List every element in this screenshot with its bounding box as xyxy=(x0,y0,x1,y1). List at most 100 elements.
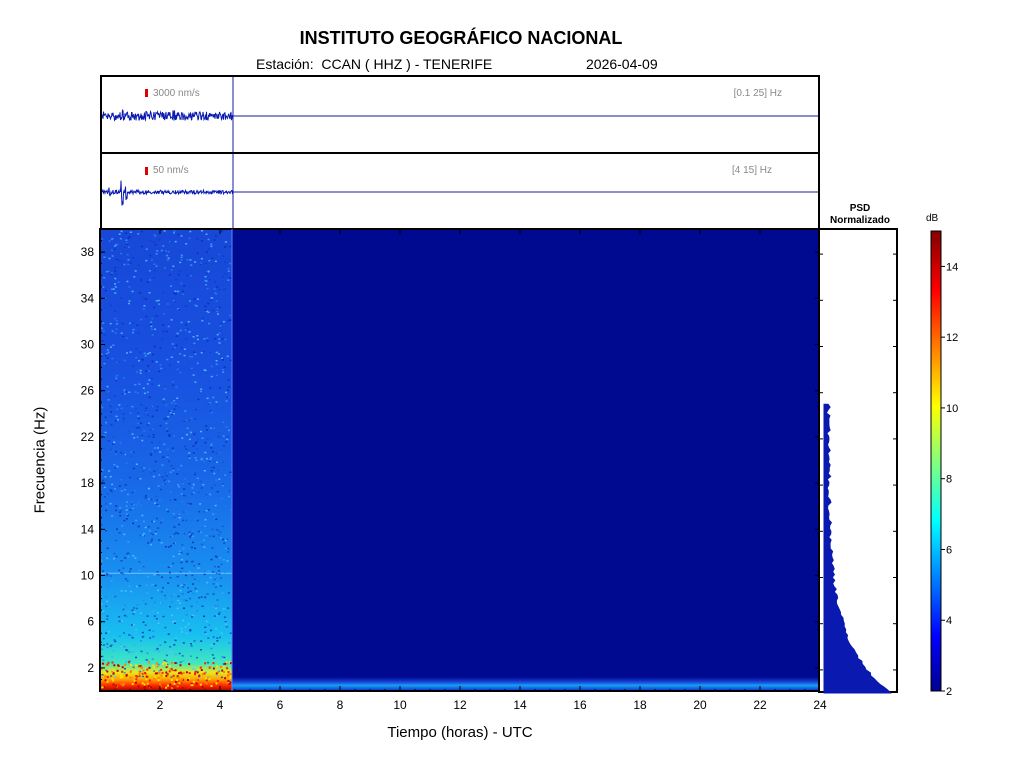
noise-pixel xyxy=(111,288,114,290)
noise-pixel xyxy=(173,230,176,232)
noise-pixel xyxy=(220,537,222,539)
noise-pixel xyxy=(126,352,128,354)
noise-pixel xyxy=(204,451,207,454)
noise-pixel xyxy=(169,646,172,648)
noise-pixel xyxy=(207,637,210,639)
noise-pixel xyxy=(131,501,134,503)
noise-pixel xyxy=(203,332,206,335)
noise-pixel xyxy=(147,526,150,528)
noise-pixel xyxy=(177,513,180,516)
noise-pixel xyxy=(127,237,130,239)
noise-pixel xyxy=(193,578,196,580)
noise-pixel xyxy=(195,682,198,685)
noise-pixel xyxy=(122,420,125,423)
noise-pixel xyxy=(228,237,231,239)
noise-pixel xyxy=(185,680,188,683)
noise-pixel xyxy=(157,622,160,624)
noise-pixel xyxy=(152,436,155,438)
noise-pixel xyxy=(221,656,224,658)
noise-pixel xyxy=(141,631,144,634)
noise-pixel xyxy=(106,646,109,649)
noise-pixel xyxy=(227,379,230,381)
noise-pixel xyxy=(115,376,118,378)
noise-pixel xyxy=(100,353,103,356)
noise-pixel xyxy=(132,555,135,557)
noise-pixel xyxy=(176,575,179,578)
noise-pixel xyxy=(205,510,208,512)
noise-pixel xyxy=(114,286,117,288)
noise-pixel xyxy=(151,317,154,320)
noise-pixel xyxy=(138,383,141,385)
noise-pixel xyxy=(197,315,199,318)
noise-pixel xyxy=(215,572,218,575)
noise-pixel xyxy=(191,560,194,563)
noise-pixel xyxy=(149,663,152,665)
noise-pixel xyxy=(164,250,167,252)
noise-pixel xyxy=(195,459,198,462)
noise-pixel xyxy=(107,399,110,401)
noise-pixel xyxy=(191,331,194,333)
noise-pixel xyxy=(186,427,189,429)
noise-pixel xyxy=(116,377,119,379)
noise-pixel xyxy=(196,519,199,522)
noise-pixel xyxy=(128,286,131,288)
noise-pixel xyxy=(108,278,111,280)
noise-pixel xyxy=(110,346,112,348)
noise-pixel xyxy=(189,230,192,233)
noise-pixel xyxy=(176,532,179,535)
noise-pixel xyxy=(215,401,218,403)
noise-pixel xyxy=(100,603,103,605)
noise-pixel xyxy=(171,380,174,383)
noise-pixel xyxy=(160,367,163,370)
noise-pixel xyxy=(172,384,175,387)
noise-pixel xyxy=(177,595,180,598)
noise-pixel xyxy=(103,544,106,547)
noise-pixel xyxy=(116,669,119,672)
noise-pixel xyxy=(151,610,154,612)
noise-pixel xyxy=(214,586,217,589)
noise-pixel xyxy=(229,319,232,321)
noise-pixel xyxy=(222,658,225,660)
noise-pixel xyxy=(224,338,227,341)
noise-pixel xyxy=(163,661,166,664)
noise-pixel xyxy=(172,450,175,452)
noise-pixel xyxy=(206,658,209,660)
noise-pixel xyxy=(173,526,176,528)
noise-pixel xyxy=(111,330,114,332)
noise-pixel xyxy=(157,485,160,487)
noise-pixel xyxy=(100,560,103,562)
noise-pixel xyxy=(104,431,107,434)
noise-pixel xyxy=(174,662,177,664)
noise-pixel xyxy=(105,605,108,607)
noise-pixel xyxy=(200,669,203,671)
noise-pixel xyxy=(188,420,191,422)
noise-pixel xyxy=(162,587,164,589)
noise-pixel xyxy=(215,374,218,377)
noise-pixel xyxy=(155,300,158,302)
noise-pixel xyxy=(192,583,194,585)
noise-pixel xyxy=(177,626,180,629)
noise-pixel xyxy=(145,675,148,678)
noise-pixel xyxy=(145,370,148,372)
noise-pixel xyxy=(200,458,203,461)
noise-pixel xyxy=(210,685,213,687)
noise-pixel xyxy=(117,664,120,667)
noise-pixel xyxy=(210,494,212,497)
noise-pixel xyxy=(163,659,166,662)
noise-pixel xyxy=(146,592,149,594)
noise-pixel xyxy=(115,539,118,542)
noise-pixel xyxy=(224,241,227,243)
noise-pixel xyxy=(207,509,210,511)
noise-pixel xyxy=(107,661,110,664)
noise-pixel xyxy=(132,613,135,615)
noise-pixel xyxy=(153,334,156,337)
noise-pixel xyxy=(116,374,119,377)
noise-pixel xyxy=(171,687,174,689)
noise-pixel xyxy=(129,412,132,414)
noise-pixel xyxy=(124,663,127,666)
noise-pixel xyxy=(190,367,193,370)
noise-pixel xyxy=(209,279,212,281)
noise-pixel xyxy=(144,497,147,499)
noise-pixel xyxy=(210,466,213,469)
noise-pixel xyxy=(180,259,183,261)
